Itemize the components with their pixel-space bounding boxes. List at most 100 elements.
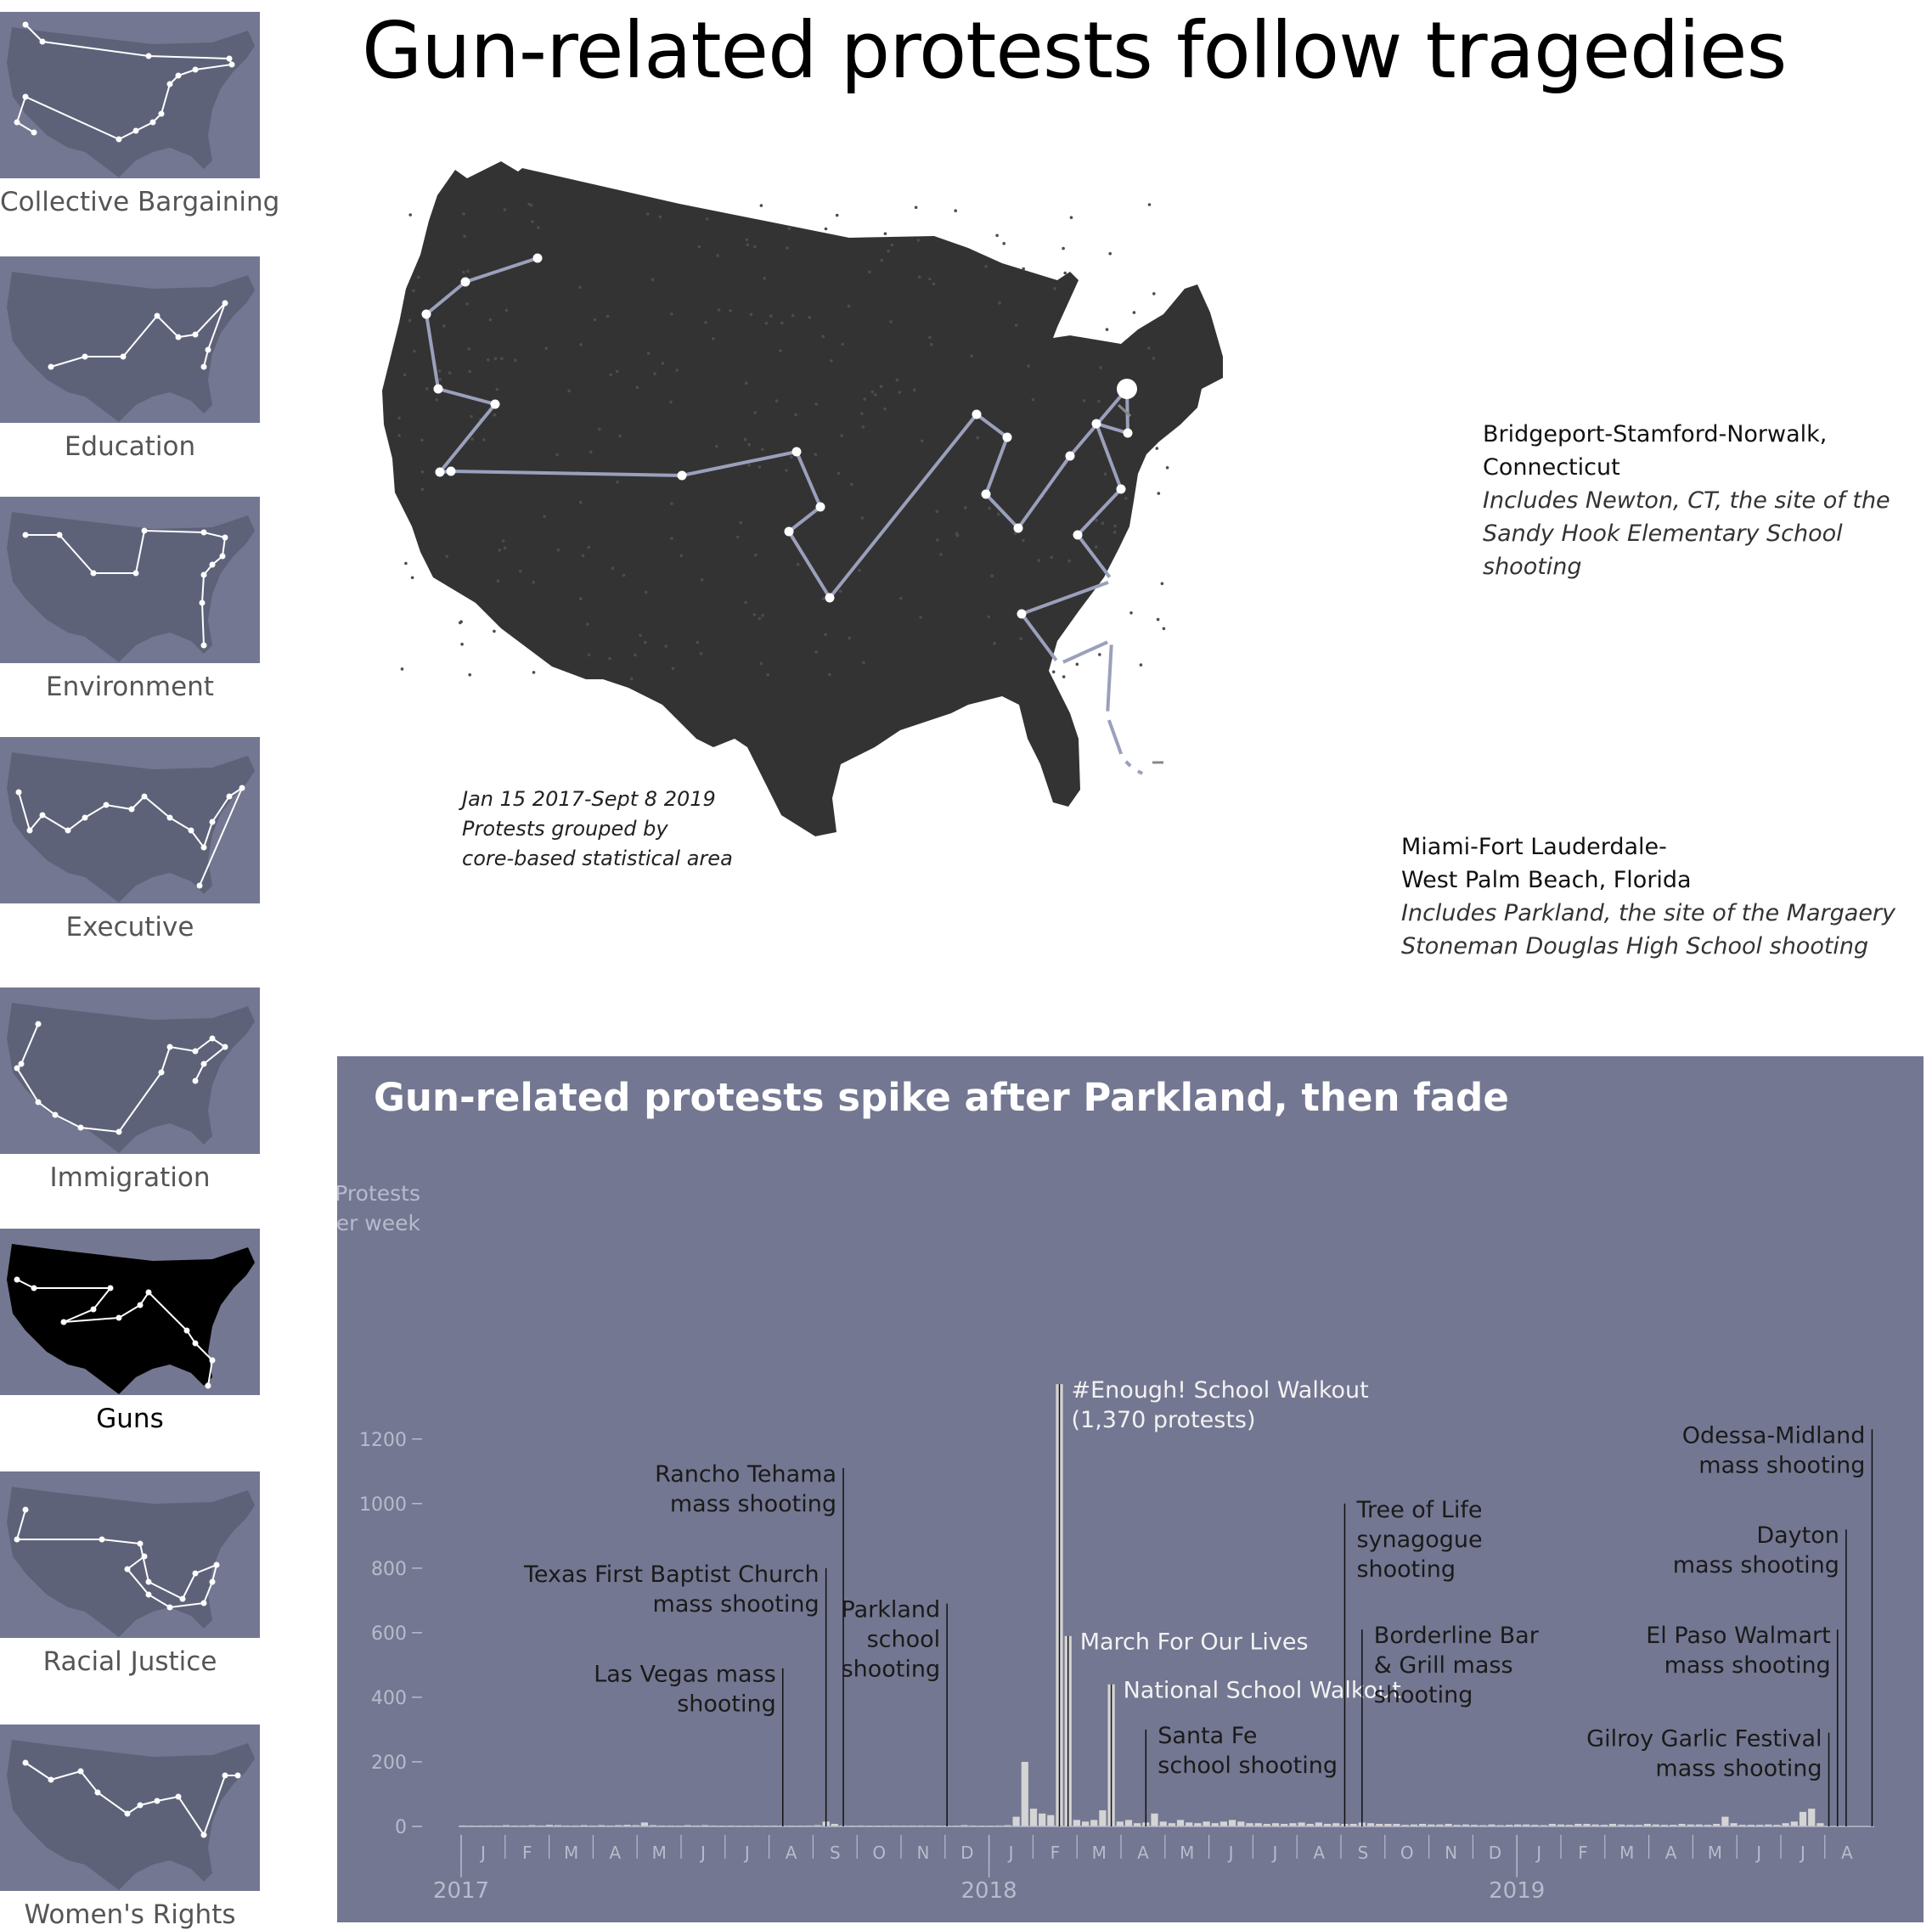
bar xyxy=(1548,1824,1556,1826)
protest-dot xyxy=(611,566,615,571)
protest-dot xyxy=(930,342,933,346)
sidebar-item[interactable]: Women's Rights xyxy=(0,1725,260,1930)
protest-dot xyxy=(887,249,890,253)
route-dot xyxy=(145,53,152,59)
thumbnail-map[interactable] xyxy=(0,988,260,1154)
annotation-detail: Sandy Hook Elementary School shooting xyxy=(1483,520,1843,580)
protest-dot xyxy=(836,471,841,475)
bar xyxy=(1401,1825,1409,1826)
route-dot xyxy=(154,1798,161,1804)
protest-dot xyxy=(995,234,999,238)
event-label: mass shooting xyxy=(1673,1552,1839,1578)
protest-dot xyxy=(998,301,1001,305)
route-dot xyxy=(446,466,456,476)
protest-dot xyxy=(715,444,718,448)
note-line: core-based statistical area xyxy=(462,847,733,870)
sidebar-item[interactable]: Guns xyxy=(0,1229,260,1434)
bar xyxy=(1471,1825,1479,1826)
month-label: A xyxy=(1137,1843,1149,1863)
sidebar-item-label: Education xyxy=(64,431,196,462)
route-dot xyxy=(141,793,148,800)
thumbnail-map[interactable] xyxy=(0,12,260,178)
route-dot xyxy=(35,1099,42,1106)
month-label: J xyxy=(1755,1843,1761,1863)
protest-dot xyxy=(1156,617,1160,622)
route-dot xyxy=(213,1561,220,1568)
thumbnail-map[interactable] xyxy=(0,737,260,903)
route-dot xyxy=(166,1604,173,1611)
event-label: shooting xyxy=(842,1657,941,1683)
bar xyxy=(1643,1824,1651,1826)
protest-dot xyxy=(442,324,446,328)
route-dot xyxy=(825,593,835,603)
event-label: school shooting xyxy=(1158,1753,1338,1779)
protest-dot xyxy=(1124,497,1128,500)
month-label: M xyxy=(652,1843,667,1863)
route-dot xyxy=(228,61,235,68)
bar xyxy=(1817,1823,1824,1826)
protest-dot xyxy=(653,372,656,376)
bar xyxy=(1324,1824,1332,1826)
route-dot xyxy=(141,1553,148,1560)
sidebar-item[interactable]: Racial Justice xyxy=(0,1471,260,1677)
route-dots xyxy=(421,253,1162,788)
thumbnail-map[interactable] xyxy=(0,497,260,663)
bar xyxy=(1306,1824,1314,1826)
protest-dot xyxy=(794,413,797,417)
sidebar-item[interactable]: Executive xyxy=(0,737,260,942)
protest-dot xyxy=(1095,519,1098,522)
protest-dot xyxy=(470,414,473,419)
protest-dot xyxy=(860,516,865,520)
route-dot xyxy=(1116,484,1126,494)
protest-dot xyxy=(1160,582,1164,586)
route-dot xyxy=(1129,764,1139,774)
route-dot xyxy=(677,470,687,481)
protest-dot xyxy=(410,576,414,580)
route-dot xyxy=(209,819,216,825)
protest-dot xyxy=(459,621,462,625)
protest-dot xyxy=(1147,346,1151,350)
protest-dot xyxy=(503,208,507,211)
protest-dot xyxy=(928,277,932,281)
protest-dot xyxy=(519,570,522,573)
protest-dot xyxy=(858,568,861,572)
protest-dot xyxy=(420,487,425,491)
protest-dot xyxy=(412,289,415,293)
event-label: mass shooting xyxy=(653,1591,820,1618)
protest-dot xyxy=(618,434,622,438)
thumbnail-land xyxy=(7,752,255,903)
sidebar-item[interactable]: Collective Bargaining xyxy=(0,12,279,217)
protest-dot xyxy=(912,388,916,392)
sidebar-item[interactable]: Immigration xyxy=(0,988,260,1193)
bar xyxy=(1730,1823,1738,1826)
bar xyxy=(1099,1810,1107,1826)
protest-dot xyxy=(579,343,583,346)
route-dot xyxy=(31,1285,37,1291)
sidebar-item[interactable]: Environment xyxy=(0,497,260,702)
thumbnail-land xyxy=(7,1244,255,1394)
sidebar-item[interactable]: Education xyxy=(0,256,260,462)
protest-dot xyxy=(764,321,769,325)
bar xyxy=(1738,1825,1746,1826)
route-dot xyxy=(82,353,88,360)
thumbnail-map[interactable] xyxy=(0,256,260,423)
protest-dot xyxy=(747,463,751,467)
bar xyxy=(1151,1813,1158,1826)
bar xyxy=(1756,1825,1764,1826)
bar xyxy=(1271,1823,1280,1826)
bar xyxy=(1254,1823,1262,1826)
route-dot xyxy=(22,1506,29,1513)
protest-dot xyxy=(397,416,401,420)
route-dot xyxy=(166,814,173,821)
protest-dot xyxy=(868,270,871,274)
thumbnail-map[interactable] xyxy=(0,1471,260,1638)
thumbnail-map[interactable] xyxy=(0,1725,260,1891)
protest-dot xyxy=(1147,203,1152,206)
bar xyxy=(1790,1821,1798,1826)
protest-dot xyxy=(779,349,782,352)
protest-dot xyxy=(661,362,665,365)
route-dot xyxy=(77,1768,84,1775)
protest-dot xyxy=(761,447,764,452)
protest-dot xyxy=(863,397,866,401)
thumbnail-map[interactable] xyxy=(0,1229,260,1395)
